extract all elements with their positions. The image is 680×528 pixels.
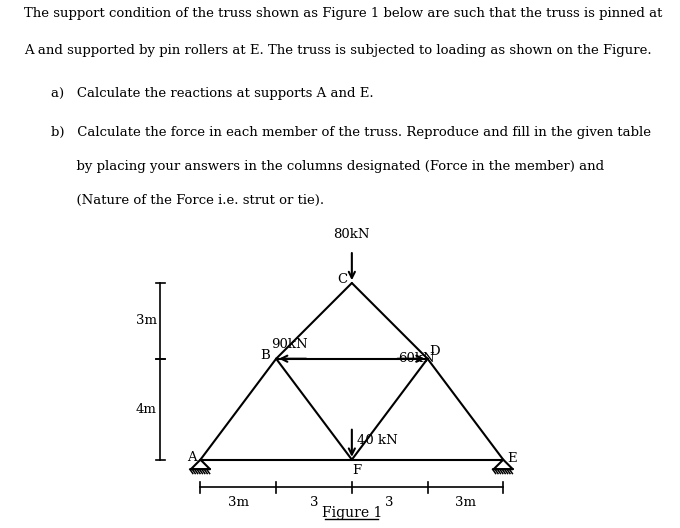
Text: b)   Calculate the force in each member of the truss. Reproduce and fill in the : b) Calculate the force in each member of… [51, 126, 651, 139]
Text: 4m: 4m [136, 403, 156, 416]
Text: 60kN: 60kN [398, 352, 435, 365]
Text: 80kN: 80kN [334, 228, 370, 241]
Text: by placing your answers in the columns designated (Force in the member) and: by placing your answers in the columns d… [51, 161, 604, 173]
Text: 3: 3 [310, 496, 318, 508]
Text: A and supported by pin rollers at E. The truss is subjected to loading as shown : A and supported by pin rollers at E. The… [24, 44, 651, 56]
Text: E: E [507, 452, 517, 465]
Text: 40 kN: 40 kN [357, 434, 398, 447]
Text: Figure 1: Figure 1 [322, 506, 382, 520]
Text: 3: 3 [386, 496, 394, 508]
Text: A: A [188, 451, 197, 464]
Text: 90kN: 90kN [271, 338, 307, 351]
Text: F: F [352, 464, 361, 477]
Text: The support condition of the truss shown as Figure 1 below are such that the tru: The support condition of the truss shown… [24, 7, 662, 20]
Text: (Nature of the Force i.e. strut or tie).: (Nature of the Force i.e. strut or tie). [51, 194, 324, 208]
Text: 3m: 3m [228, 496, 249, 508]
Text: 3m: 3m [136, 314, 156, 327]
Text: B: B [260, 349, 271, 362]
Text: C: C [337, 273, 347, 286]
Text: a)   Calculate the reactions at supports A and E.: a) Calculate the reactions at supports A… [51, 88, 373, 100]
Text: 3m: 3m [455, 496, 476, 508]
Text: D: D [429, 345, 440, 358]
